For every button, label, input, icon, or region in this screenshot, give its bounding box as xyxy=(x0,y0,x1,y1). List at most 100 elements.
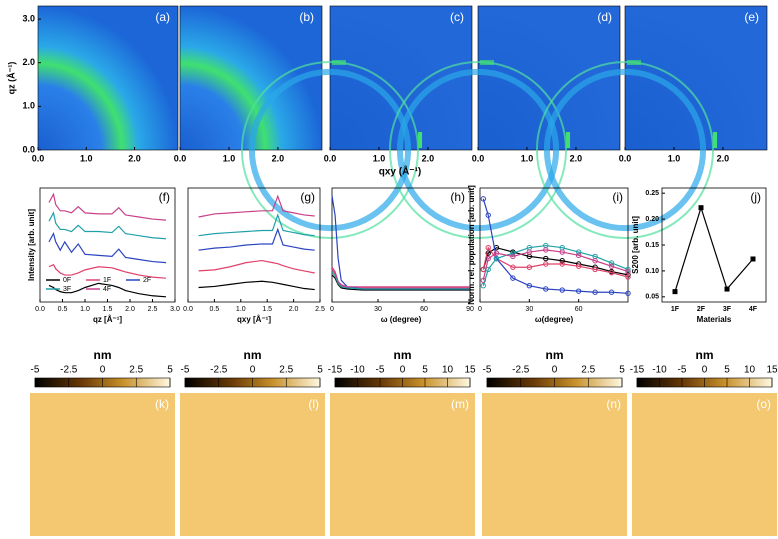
y-tick-label: 0.15 xyxy=(645,242,659,249)
bragg-spot xyxy=(480,60,494,65)
marker xyxy=(559,258,565,264)
x-tick-label: 1.0 xyxy=(80,153,93,163)
colorbar-tick-label: 0 xyxy=(702,365,708,376)
x-tick-label: 0.0 xyxy=(35,306,45,313)
marker xyxy=(543,255,549,262)
colorbar-unit: nm xyxy=(546,348,564,362)
y-axis-label: S200 [arb. unit] xyxy=(631,216,640,274)
x-axis-label: ω (degree) xyxy=(381,315,422,324)
colorbar-tick-label: -5 xyxy=(31,365,40,376)
series-line xyxy=(331,271,470,290)
giwaxs-image xyxy=(37,5,179,151)
colorbar-tick-label: -15 xyxy=(328,365,343,376)
y-axis-label: qz (Å⁻¹) xyxy=(6,62,16,95)
series-line xyxy=(48,263,167,279)
x-tick-label: 1.0 xyxy=(236,306,246,313)
marker xyxy=(625,268,631,275)
series-line xyxy=(198,227,315,251)
marker xyxy=(592,289,598,295)
colorbar-tick-label: 5 xyxy=(422,365,428,376)
colorbar-tick-label: -5 xyxy=(376,365,385,376)
x-tick-label: 2.0 xyxy=(717,153,730,163)
marker xyxy=(608,260,615,266)
panel-label: (d) xyxy=(597,10,612,24)
y-tick-label: 2.0 xyxy=(22,57,35,67)
y-tick-label: 0.20 xyxy=(645,216,659,223)
x-tick-label: 0.5 xyxy=(210,306,220,313)
marker xyxy=(608,269,615,276)
afm-texture xyxy=(482,393,627,536)
x-tick-label: 60 xyxy=(420,306,428,313)
panel-label: (i) xyxy=(612,190,623,204)
series-line xyxy=(48,192,167,221)
y-tick-label: 0.25 xyxy=(645,190,659,197)
x-tick-label: 0 xyxy=(478,306,482,313)
legend-label: 4F xyxy=(103,286,111,293)
x-tick-label: 2.0 xyxy=(289,306,299,313)
series-line xyxy=(331,266,470,288)
colorbar-tick-label: -5 xyxy=(483,365,492,376)
colorbar-tick-label: 5 xyxy=(317,365,323,376)
colorbar-unit: nm xyxy=(696,348,714,362)
marker xyxy=(543,247,549,253)
colorbar-tick-label: -5 xyxy=(678,365,687,376)
panel-label: (n) xyxy=(606,397,621,411)
series-line xyxy=(331,195,470,290)
afm-texture xyxy=(632,393,777,536)
y-tick-label: 0.05 xyxy=(645,294,659,301)
x-tick-label: 30 xyxy=(374,306,382,313)
marker xyxy=(543,286,549,292)
marker xyxy=(625,274,631,280)
x-axis-label: qz [Å⁻¹] xyxy=(93,315,122,324)
colorbar-tick-label: -15 xyxy=(630,365,645,376)
colorbar-unit: nm xyxy=(394,348,412,362)
marker xyxy=(724,286,730,292)
series-line xyxy=(198,194,315,218)
bragg-spot xyxy=(566,132,571,148)
panel-label: (a) xyxy=(155,10,170,24)
colorbar-tick-label: 15 xyxy=(766,365,778,376)
marker xyxy=(485,255,491,262)
scattering-ring xyxy=(535,60,715,240)
series-line xyxy=(482,244,629,286)
series-line xyxy=(48,231,167,264)
legend-label: 3F xyxy=(63,286,71,293)
bragg-spot xyxy=(627,60,641,65)
x-tick-label: 4F xyxy=(749,306,758,313)
plot-frame xyxy=(331,187,471,303)
x-tick-label: 0.0 xyxy=(619,153,632,163)
x-tick-label: 60 xyxy=(575,306,583,313)
series-line xyxy=(674,205,754,292)
colorbar-tick-label: 15 xyxy=(464,365,476,376)
colorbar-tick-label: -5 xyxy=(181,365,190,376)
scattering-ring xyxy=(396,68,560,232)
colorbar-tick-label: 2.5 xyxy=(581,365,595,376)
marker xyxy=(559,249,565,255)
x-tick-label: 0.0 xyxy=(174,153,187,163)
marker xyxy=(510,264,516,270)
colorbar-tick-label: 5 xyxy=(724,365,730,376)
panel-label: (k) xyxy=(155,397,169,411)
x-axis-label: Materials xyxy=(697,315,732,324)
colorbar-tick-label: 5 xyxy=(619,365,625,376)
marker xyxy=(485,212,491,218)
panel-label: (e) xyxy=(744,10,759,24)
marker xyxy=(575,249,582,255)
x-tick-label: 1.0 xyxy=(223,153,236,163)
colorbar-unit: nm xyxy=(94,348,112,362)
panel-label: (g) xyxy=(300,190,315,204)
marker xyxy=(750,256,756,262)
x-tick-label: 1.0 xyxy=(80,306,90,313)
marker xyxy=(559,261,565,267)
colorbar-tick-label: 5 xyxy=(167,365,173,376)
scattering-ring xyxy=(240,60,420,240)
colorbar-tick-label: -2.5 xyxy=(210,365,228,376)
marker xyxy=(698,205,704,211)
marker xyxy=(526,283,533,289)
x-tick-label: 30 xyxy=(525,306,533,313)
legend-label: 1F xyxy=(103,277,111,284)
colorbar-tick-label: 0 xyxy=(100,365,106,376)
marker xyxy=(510,275,516,281)
marker xyxy=(493,255,500,262)
x-tick-label: 0.0 xyxy=(183,306,193,313)
